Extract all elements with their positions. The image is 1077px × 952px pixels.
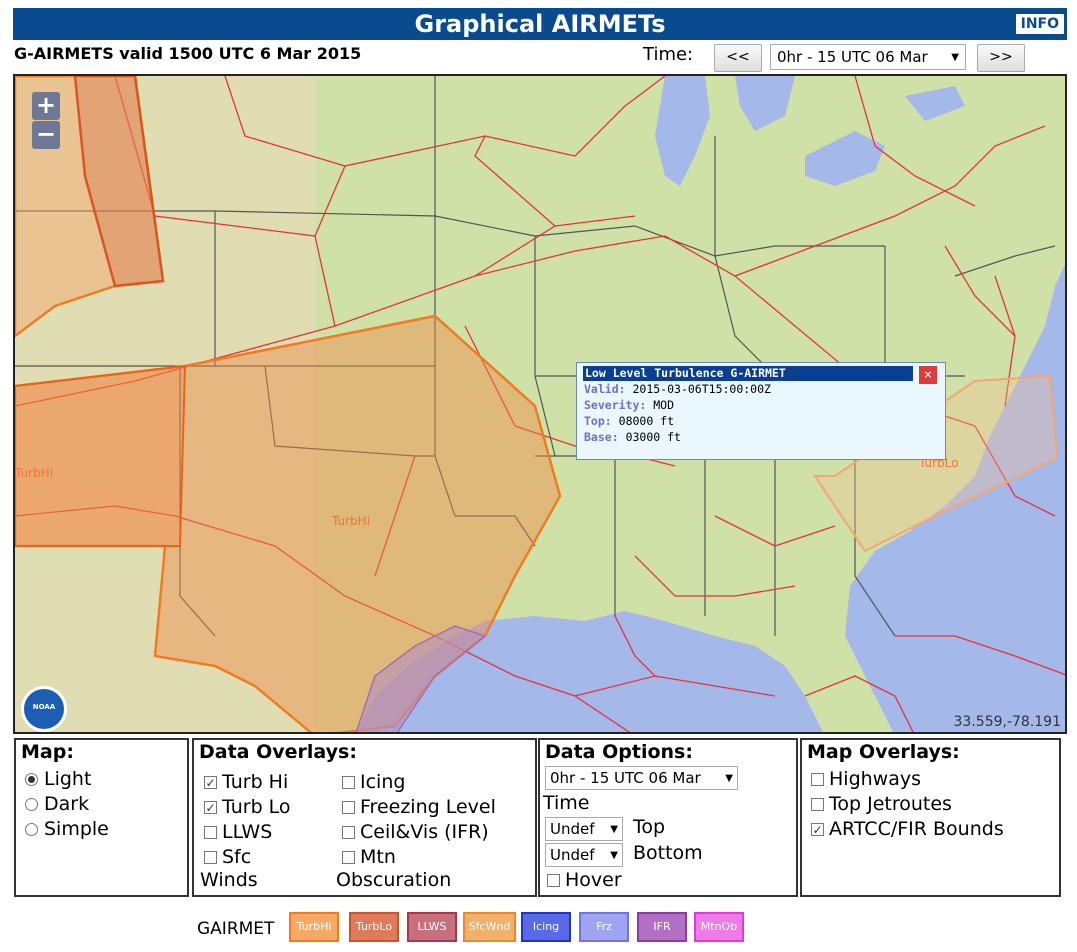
data-options-title: Data Options: [545,741,693,763]
popup-title: Low Level Turbulence G-AIRMET [583,366,913,381]
legend-llws[interactable]: LLWS [407,912,457,942]
atlantic-ocean [845,264,1065,732]
radio-simple[interactable] [25,822,38,836]
time-select-value: 0hr - 15 UTC 06 Mar [777,48,928,66]
close-icon[interactable]: × [919,366,937,384]
data-time-select[interactable]: 0hr - 15 UTC 06 Mar ▼ [545,766,738,790]
checkbox-sfc[interactable] [204,850,217,864]
map-option-light[interactable]: Light [25,768,91,790]
time-label: Time: [643,44,694,65]
cursor-coordinates: 33.559,-78.191 [953,714,1061,730]
valid-time-text: G-AIRMETS valid 1500 UTC 6 Mar 2015 [14,44,362,63]
bottom-select[interactable]: Undef ▼ [545,843,623,867]
overlay-sfc[interactable]: Sfc [204,846,251,868]
checkbox-icing[interactable] [342,775,355,789]
map-option-simple[interactable]: Simple [25,818,109,840]
overlay-sfc-cont: Winds [200,869,258,891]
overlay-artcc-fir[interactable]: ✓ ARTCC/FIR Bounds [811,818,1004,840]
overlay-top-jetroutes[interactable]: Top Jetroutes [811,793,952,815]
lake-erie [805,131,885,186]
radio-light[interactable] [25,772,38,786]
legend-turbhi[interactable]: TurbHi [289,912,339,942]
chevron-down-icon: ▼ [610,850,618,861]
legend-icing[interactable]: Icing [521,912,571,942]
overlay-freezing-level[interactable]: Freezing Level [342,796,496,818]
overlay-mtn-cont: Obscuration [336,869,452,891]
map-option-dark[interactable]: Dark [25,793,89,815]
hover-option[interactable]: Hover [547,869,622,891]
legend-turblo[interactable]: TurbLo [349,912,399,942]
western-land [15,76,315,732]
checkbox-ceil-vis[interactable] [342,825,355,839]
checkbox-highways[interactable] [811,772,824,786]
lake-michigan [655,76,710,186]
turbhi-map-label-west: TurbHi [15,466,54,480]
legend-frz[interactable]: Frz [579,912,629,942]
checkbox-llws[interactable] [204,825,217,839]
top-select[interactable]: Undef ▼ [545,817,623,841]
zoom-out-button[interactable]: − [32,121,60,149]
info-button[interactable]: INFO [1015,14,1064,34]
data-time-label: Time [543,792,590,814]
overlay-ceil-vis[interactable]: Ceil&Vis (IFR) [342,821,489,843]
map-panel: Map: Light Dark Simple [14,738,189,897]
overlay-mtn[interactable]: Mtn [342,846,396,868]
checkbox-turb-hi[interactable]: ✓ [204,775,217,790]
time-select[interactable]: 0hr - 15 UTC 06 Mar ▼ [770,44,966,70]
turblo-polygon [813,374,1059,553]
lake-huron [735,76,795,131]
overlay-highways[interactable]: Highways [811,768,921,790]
overlay-turb-hi[interactable]: ✓ Turb Hi [204,771,289,793]
page-title: Graphical AIRMETs [414,10,666,38]
zoom-in-button[interactable]: + [32,92,60,120]
turbhi-polygon-west [15,364,187,547]
checkbox-top-jetroutes[interactable] [811,797,824,811]
overlay-llws[interactable]: LLWS [204,821,272,843]
popup-row-severity: Severity: MOD [584,398,675,412]
checkbox-artcc-fir[interactable]: ✓ [811,822,824,837]
map-panel-title: Map: [21,741,74,763]
popup-row-base: Base: 03000 ft [584,430,681,444]
legend-sfcwnd[interactable]: SfcWnd [463,912,516,942]
bottom-label: Bottom [633,842,703,864]
header-bar: Graphical AIRMETs INFO [13,8,1067,40]
overlay-icing[interactable]: Icing [342,771,405,793]
data-overlays-title: Data Overlays: [199,741,357,763]
map-overlays-panel: Map Overlays: Highways Top Jetroutes ✓ AR… [800,738,1061,897]
noaa-logo: NOAA [21,686,67,732]
turbhi-map-label: TurbHi [332,514,371,528]
data-options-panel: Data Options: 0hr - 15 UTC 06 Mar ▼ Time … [538,738,798,897]
radio-dark[interactable] [25,797,38,811]
checkbox-turb-lo[interactable]: ✓ [204,800,217,815]
map-overlays-title: Map Overlays: [807,741,960,763]
legend-label: GAIRMET [197,919,275,939]
chevron-down-icon: ▼ [951,52,959,63]
legend-mtnob[interactable]: MtnOb [694,912,744,942]
airmet-popup: Low Level Turbulence G-AIRMET × Valid: 2… [576,362,946,460]
data-overlays-panel: Data Overlays: ✓ Turb Hi ✓ Turb Lo LLWS Sf… [192,738,537,897]
ifr-polygon [355,625,487,732]
map-view[interactable]: + − TurbHi TurbHi TurbLo NOAA 33.559,-78… [13,74,1067,734]
legend-ifr[interactable]: IFR [637,912,687,942]
checkbox-mtn[interactable] [342,850,355,864]
turbhi-polygon-core [73,76,165,288]
chevron-down-icon: ▼ [725,773,733,784]
lake-ontario [905,86,965,121]
popup-row-valid: Valid: 2015-03-06T15:00:00Z [584,382,771,396]
overlay-turb-lo[interactable]: ✓ Turb Lo [204,796,291,818]
checkbox-freezing-level[interactable] [342,800,355,814]
popup-row-top: Top: 08000 ft [584,414,675,428]
top-label: Top [633,816,666,838]
chevron-down-icon: ▼ [610,824,618,835]
checkbox-hover[interactable] [547,873,560,887]
previous-time-button[interactable]: << [714,44,762,72]
next-time-button[interactable]: >> [977,44,1025,72]
